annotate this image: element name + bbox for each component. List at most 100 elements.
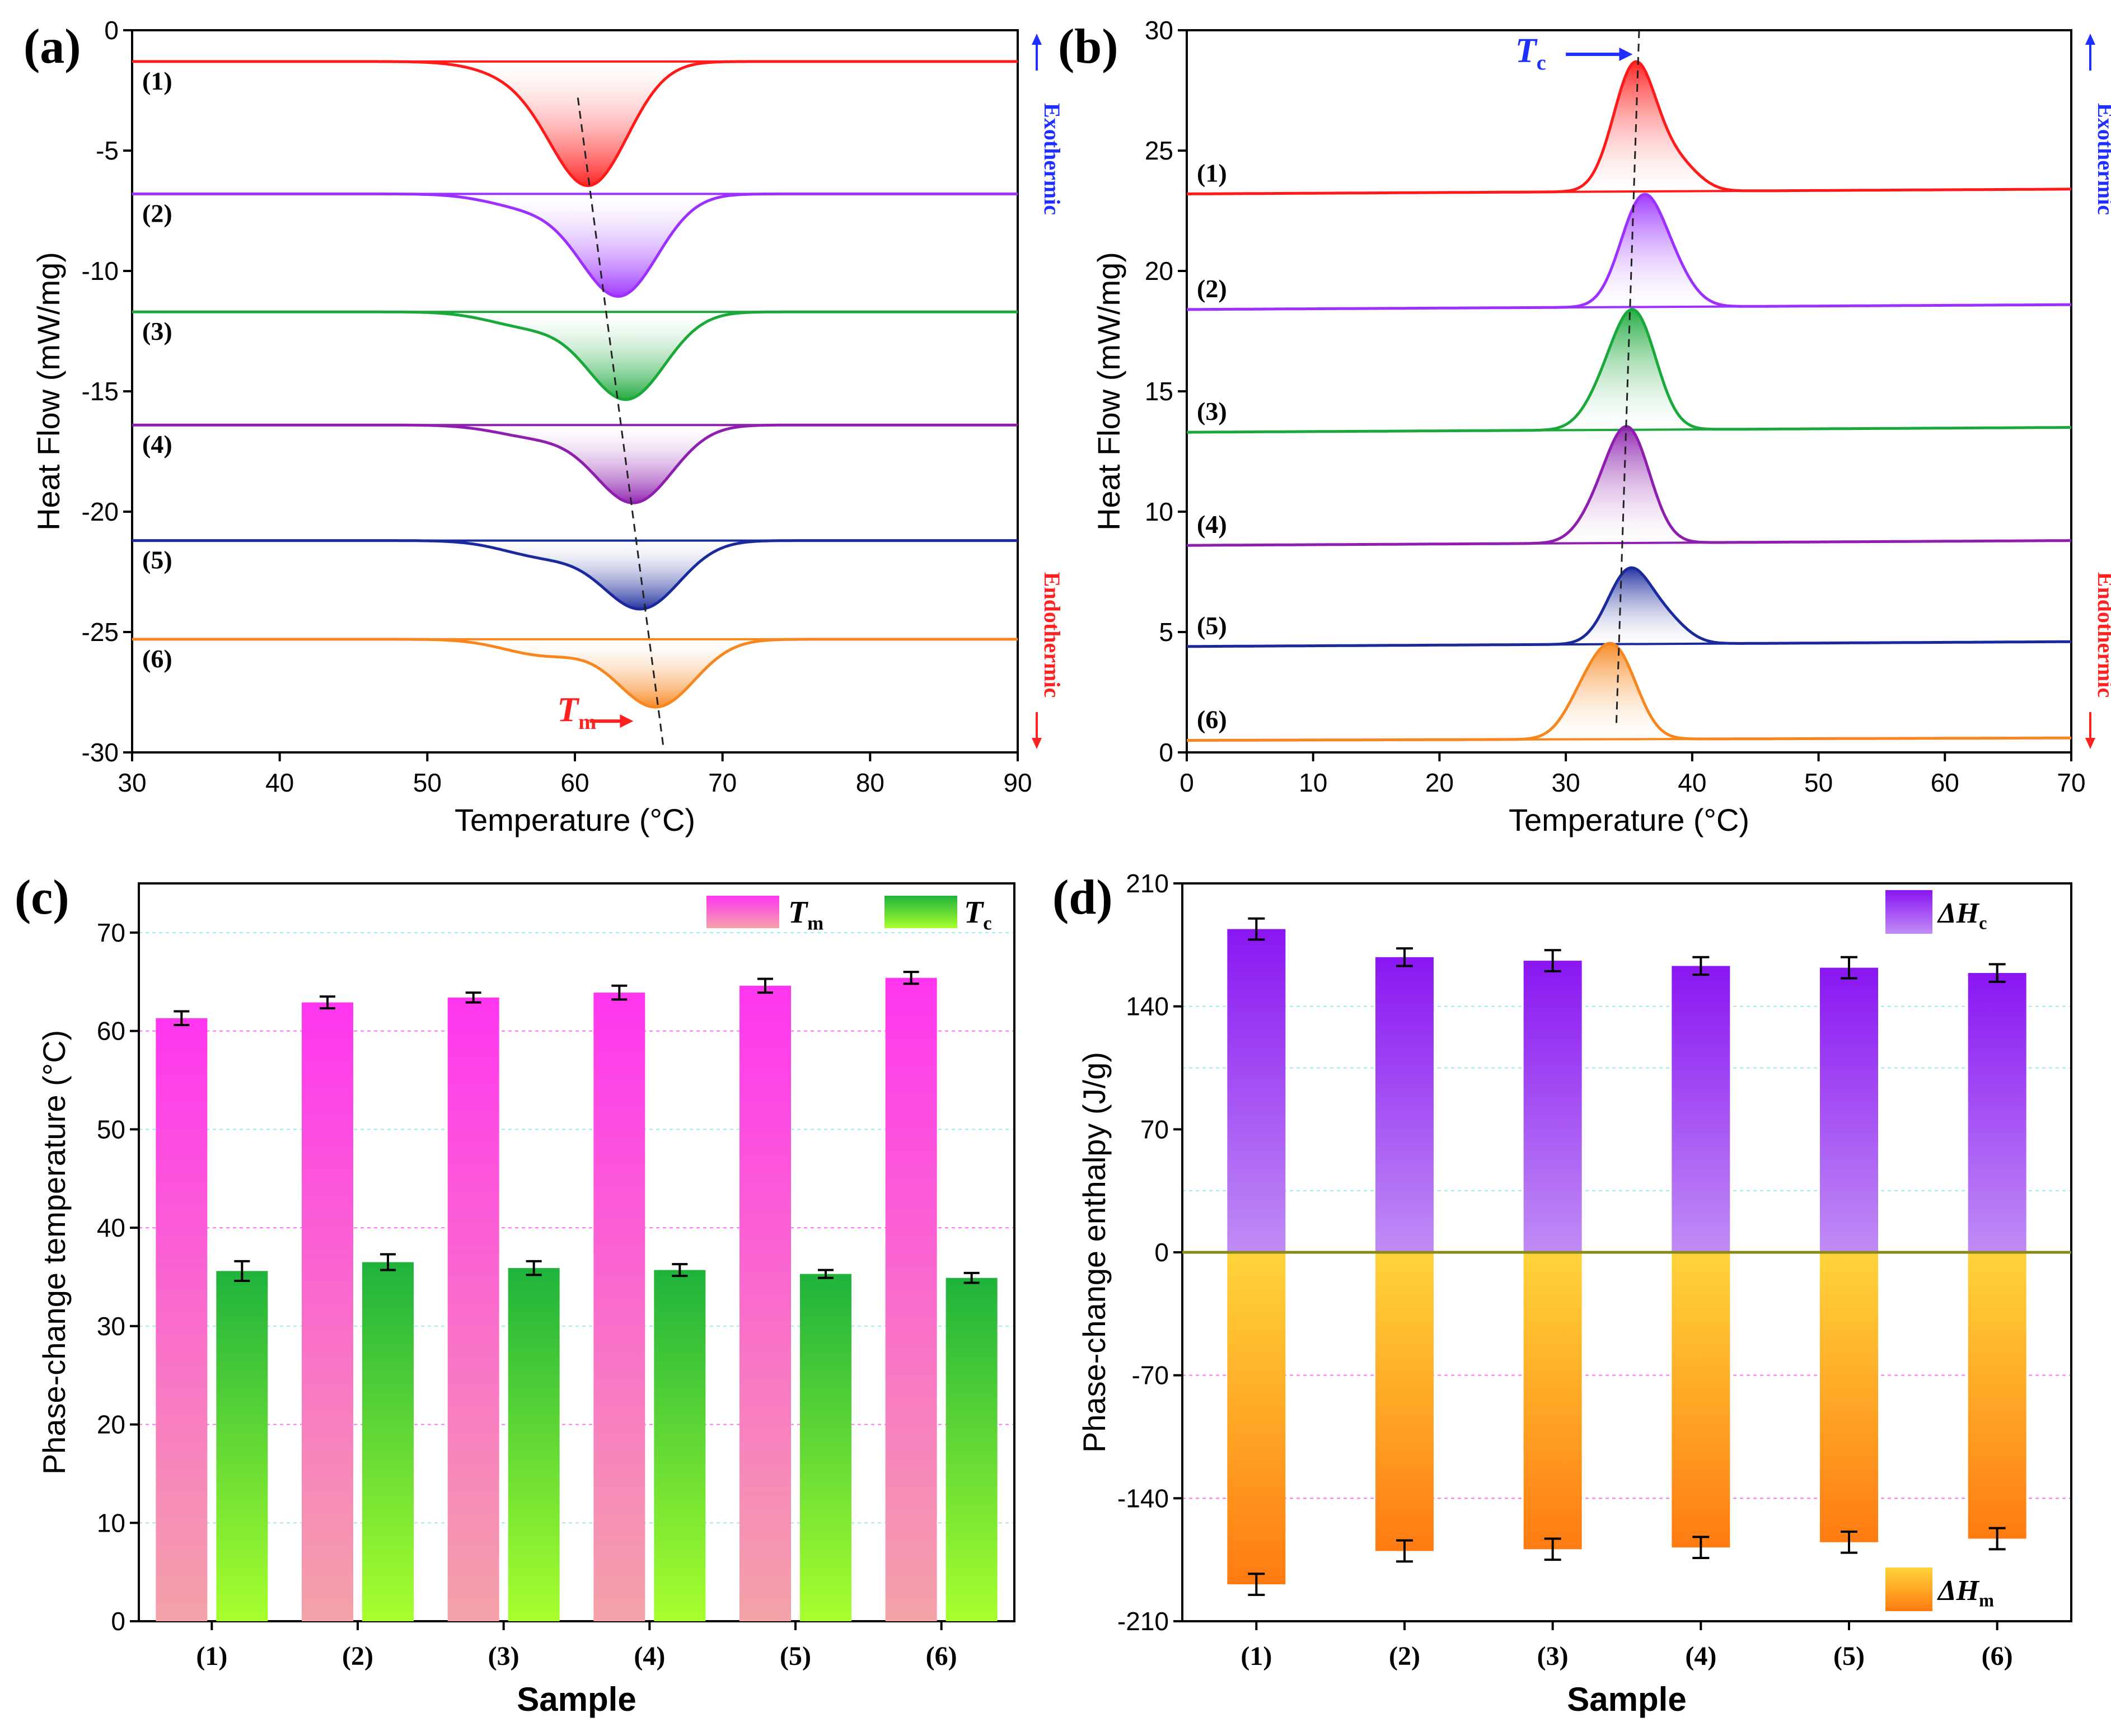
y-tick-label: 60	[97, 1017, 125, 1046]
tc-bar-6	[945, 1278, 998, 1621]
dsc-curve-3	[1187, 308, 2071, 434]
tc-bar-3	[508, 1268, 560, 1621]
sample-label: (1)	[1197, 158, 1227, 187]
x-tick-label: (2)	[342, 1641, 373, 1671]
sample-label: (4)	[1197, 510, 1227, 539]
hc-bar-2	[1375, 957, 1434, 1252]
x-tick-label: (2)	[1389, 1641, 1420, 1671]
hm-bar-3	[1523, 1252, 1582, 1550]
x-tick-label: 90	[1003, 768, 1032, 797]
x-tick-label: 60	[1931, 768, 1959, 797]
legend-swatch-hm	[1885, 1567, 1932, 1611]
sample-label: (4)	[142, 430, 172, 458]
x-tick-label: (5)	[1833, 1641, 1865, 1671]
y-tick-label: 25	[1145, 136, 1173, 165]
sample-label: (5)	[1197, 611, 1227, 640]
dsc-curve-5	[1187, 566, 2071, 648]
y-tick-label: -25	[82, 617, 119, 647]
panel-label-d: (d)	[1052, 871, 1113, 925]
exo-arrow-head	[2085, 34, 2095, 45]
peak-area-5	[457, 540, 737, 609]
dsc-curve-5	[132, 539, 1018, 611]
peak-area-6	[442, 639, 782, 708]
sample-label: (2)	[1197, 274, 1227, 303]
x-tick-label: (4)	[634, 1641, 665, 1671]
plot-frame	[138, 882, 1015, 1622]
symbol-main: ΔH	[1937, 897, 1980, 929]
hc-bar-4	[1672, 966, 1730, 1252]
legend-swatch-tc	[884, 896, 957, 928]
x-tick-label: (4)	[1685, 1641, 1716, 1671]
y-tick-label: -210	[1117, 1607, 1169, 1636]
peak-area-4	[1515, 426, 1680, 544]
endothermic-label: Endothermic	[2093, 572, 2111, 698]
symbol-subscript: c	[983, 912, 991, 934]
x-tick-label: (6)	[926, 1641, 957, 1671]
exo-arrow-head	[1032, 34, 1042, 45]
peak-area-3	[1528, 309, 1680, 431]
sample-label: (5)	[142, 546, 172, 574]
hm-bar-4	[1672, 1252, 1730, 1548]
x-tick-label: 40	[265, 768, 294, 797]
peak-area-6	[1502, 643, 1692, 740]
tm-bar-1	[156, 1018, 208, 1621]
tm-bar-3	[447, 997, 499, 1621]
sample-label: (3)	[1197, 397, 1227, 425]
y-tick-label: 0	[111, 1607, 125, 1636]
peak-area-2	[1528, 194, 1717, 308]
y-tick-label: -70	[1132, 1361, 1169, 1390]
y-axis-title: Phase-change temperature (°C)	[36, 1030, 72, 1475]
peak-area-3	[457, 312, 723, 400]
hm-bar-1	[1227, 1252, 1286, 1585]
sample-label: (6)	[142, 644, 172, 673]
symbol-main: ΔH	[1937, 1575, 1980, 1607]
peak-trend-line	[577, 97, 664, 748]
legend-label-tc: Tc	[964, 895, 992, 934]
dsc-curve-1	[132, 60, 1018, 188]
x-tick-label: (1)	[196, 1641, 227, 1671]
panel-label-c: (c)	[15, 871, 69, 925]
y-tick-label: 30	[1145, 16, 1173, 45]
tc-bar-4	[654, 1270, 706, 1621]
x-tick-label: (1)	[1241, 1641, 1272, 1671]
dsc-curve-4	[132, 423, 1018, 504]
legend-label-hc: ΔHc	[1937, 897, 1987, 933]
tm-bar-4	[593, 993, 645, 1621]
symbol-main: T	[964, 895, 985, 930]
y-tick-label: -15	[82, 377, 119, 406]
sample-label: (1)	[142, 67, 172, 95]
tm-bar-6	[885, 977, 937, 1621]
exothermic-label: Exothermic	[2093, 103, 2111, 215]
dsc-curve-3	[132, 310, 1018, 401]
x-tick-label: 60	[560, 768, 589, 797]
dsc-curve-2	[1187, 193, 2071, 311]
dsc-curve-6	[1187, 642, 2071, 742]
peak-trend-line	[1615, 30, 1640, 724]
hm-bar-6	[1968, 1252, 2026, 1539]
hc-bar-1	[1227, 929, 1286, 1252]
panel-c-phase-change-temperature: 0 10 20 30 40 50 60 70 (1) (2) (3) (4) (5) (6) Sample P…	[36, 882, 1015, 1718]
panel-a-dsc-heating: 30 40 50 60 70 80 90 0 -5 -10 -15 -20 -25 -30 Temperat…	[31, 16, 1065, 837]
hm-bar-5	[1820, 1252, 1878, 1542]
hm-bar-2	[1375, 1252, 1434, 1551]
symbol-subscript: m	[1979, 1590, 1994, 1610]
symbol-main: T	[557, 691, 579, 729]
legend-label-hm: ΔHm	[1937, 1575, 1994, 1610]
tm-bar-2	[302, 1002, 353, 1621]
y-tick-label: 20	[1145, 256, 1173, 286]
symbol-main: T	[1515, 32, 1538, 70]
tc-bar-2	[362, 1262, 414, 1621]
peak-area-5	[1502, 568, 1717, 645]
panel-label-a: (a)	[24, 20, 81, 74]
y-tick-label: 0	[1159, 738, 1173, 767]
y-tick-label: 15	[1145, 377, 1173, 406]
panel-d-phase-change-enthalpy: 210 140 70 0 -70 -140 -210 (1) (2) (3) (4) (5) (6) Sa…	[1076, 869, 2072, 1718]
legend-label-tm: Tm	[788, 895, 823, 934]
peak-area-1	[427, 61, 693, 186]
tm-bar-5	[739, 985, 791, 1621]
y-tick-label: 20	[97, 1410, 125, 1439]
x-tick-label: 30	[118, 768, 146, 797]
tc-label: Tc	[1515, 32, 1546, 75]
y-tick-label: 210	[1126, 869, 1169, 898]
